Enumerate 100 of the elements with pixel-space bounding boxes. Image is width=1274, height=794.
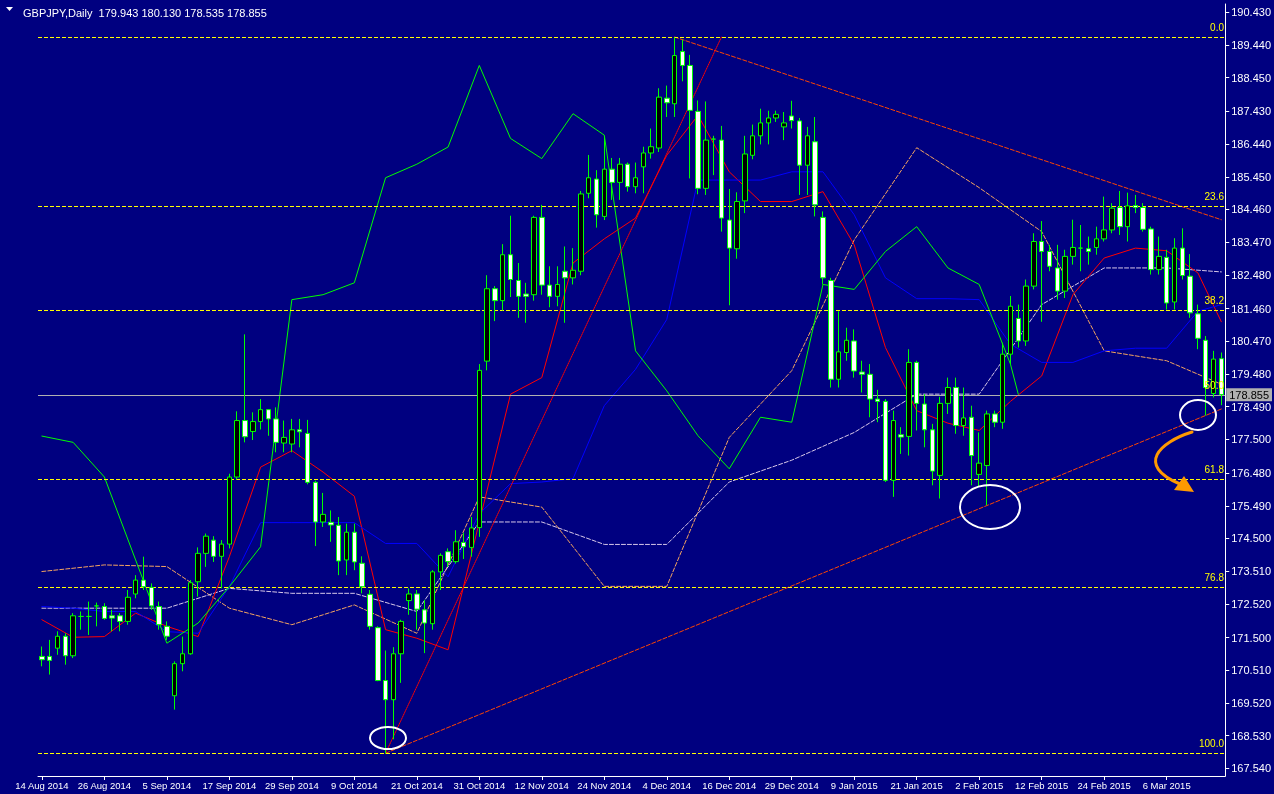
candlestick [70, 612, 76, 659]
candlestick [86, 601, 92, 636]
y-tick-label: 184.460 [1231, 203, 1271, 216]
y-tick-label: 176.480 [1231, 467, 1271, 480]
candlestick [55, 630, 60, 656]
candlestick [773, 110, 779, 123]
candlestick [1078, 224, 1083, 272]
candlestick [133, 574, 138, 599]
y-tick-label: 179.480 [1231, 367, 1271, 380]
candlestick [930, 423, 935, 486]
x-tick-label: 14 Aug 2014 [15, 779, 69, 791]
candlestick [562, 245, 568, 324]
x-tick-label: 12 Feb 2015 [1015, 779, 1069, 791]
candlestick [305, 419, 310, 485]
candlestick [742, 135, 748, 214]
x-tick-label: 5 Sep 2014 [142, 779, 192, 791]
annotation: 50.0 [1204, 379, 1225, 391]
candlestick [750, 124, 755, 160]
candlestick [328, 509, 334, 543]
annotation: 76.8 [1204, 571, 1225, 583]
candlestick [180, 636, 185, 672]
candlestick [117, 612, 123, 632]
candlestick [430, 569, 435, 631]
annotation: 0.0 [1210, 21, 1225, 33]
candlestick [547, 265, 552, 308]
candlestick [836, 310, 841, 389]
candlestick [992, 410, 998, 428]
candlestick [609, 157, 615, 201]
candlestick [828, 277, 834, 389]
x-tick-label: 31 Oct 2014 [453, 779, 506, 791]
candlestick [461, 532, 466, 560]
candlestick [109, 609, 115, 632]
candlestick [281, 420, 287, 453]
y-tick-label: 173.510 [1231, 565, 1271, 578]
candlestick [1047, 244, 1052, 272]
candlestick [344, 523, 349, 576]
candlestick [391, 646, 396, 740]
candlestick [39, 646, 45, 667]
candlestick [1094, 226, 1099, 256]
candlestick [578, 190, 584, 276]
candlestick [531, 215, 537, 302]
candlestick [320, 492, 326, 528]
candlestick [1101, 196, 1107, 243]
x-tick-label: 16 Dec 2014 [702, 779, 757, 791]
candlestick [922, 393, 927, 448]
candlestick [469, 516, 474, 558]
candlestick [1000, 342, 1005, 430]
x-tick-label: 17 Sep 2014 [202, 779, 257, 791]
ref-line-label: 178.855 [1229, 388, 1269, 401]
candlestick [1140, 202, 1146, 233]
candlestick [1086, 236, 1091, 266]
candlestick [633, 162, 638, 194]
candlestick [953, 377, 959, 435]
chart-title: GBPJPY,Daily 179.943 180.130 178.535 178.855 [23, 6, 267, 19]
candlestick [945, 377, 951, 415]
candlestick [859, 360, 865, 393]
candlestick [203, 533, 209, 568]
candlestick [789, 100, 794, 130]
candlestick [875, 389, 880, 423]
candlestick [570, 247, 576, 285]
candlestick [523, 282, 529, 324]
candlestick [289, 418, 295, 453]
y-tick-label: 174.500 [1231, 532, 1271, 545]
candlestick [984, 410, 990, 506]
candlestick [1039, 220, 1044, 323]
candlestick [617, 157, 623, 201]
candlestick [914, 360, 919, 431]
candlestick [219, 539, 224, 589]
candlestick [484, 274, 490, 371]
candlestick [359, 555, 365, 594]
candlestick [313, 480, 318, 547]
candlestick [851, 328, 857, 379]
x-tick-label: 6 Mar 2015 [1142, 779, 1191, 791]
candlestick [1187, 253, 1193, 319]
candlestick [195, 546, 201, 598]
candlestick [477, 363, 482, 538]
y-tick-label: 180.470 [1231, 335, 1271, 348]
x-tick-label: 24 Feb 2015 [1077, 779, 1131, 791]
candlestick [125, 589, 131, 626]
y-tick-label: 167.540 [1231, 762, 1271, 775]
candlestick [63, 632, 68, 666]
candlestick [383, 649, 388, 755]
y-tick-label: 168.530 [1231, 729, 1271, 742]
candlestick [719, 125, 724, 233]
annotation: 23.6 [1204, 190, 1225, 202]
x-tick-label: 29 Sep 2014 [264, 779, 319, 791]
candlestick [734, 191, 740, 260]
y-tick-label: 175.490 [1231, 499, 1271, 512]
candlestick [266, 408, 271, 437]
candlestick [539, 204, 545, 296]
y-tick-label: 186.440 [1231, 138, 1271, 151]
candlestick [156, 601, 162, 631]
candlestick [695, 99, 701, 195]
candlestick [1133, 194, 1138, 214]
candlestick [812, 116, 818, 217]
candlestick [555, 265, 560, 307]
candlestick [250, 411, 256, 441]
y-tick-label: 182.480 [1231, 268, 1271, 281]
candlestick [820, 210, 826, 285]
candlestick [258, 398, 263, 430]
